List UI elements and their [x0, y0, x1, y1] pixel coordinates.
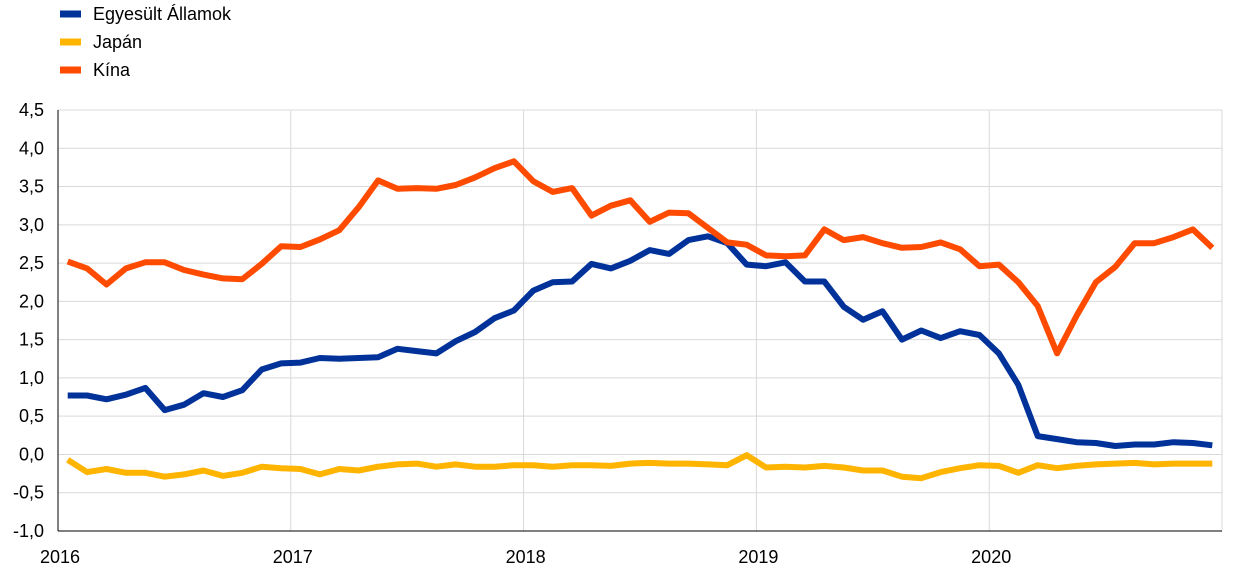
series-line-2: [66, 158, 1215, 357]
series-line-0: [67, 233, 1213, 449]
y-tick-label: 1,0: [19, 368, 44, 388]
x-axis: 2016 2017 2018 2019 2020: [40, 530, 1222, 567]
y-tick-label: 2,0: [19, 291, 44, 311]
y-tick-label: 2,5: [19, 253, 44, 273]
y-tick-label: -1,0: [13, 521, 44, 541]
y-tick-label: 0,5: [19, 406, 44, 426]
x-tick-label: 2018: [506, 547, 546, 567]
x-tick-label: 2016: [40, 547, 80, 567]
y-tick-label: 4,0: [19, 138, 44, 158]
x-tick-label: 2017: [273, 547, 313, 567]
y-tick-label: 1,5: [19, 330, 44, 350]
x-tick-label: 2019: [738, 547, 778, 567]
y-tick-label: 3,0: [19, 215, 44, 235]
legend-label-1: Japán: [93, 32, 142, 52]
series-line-1: [66, 452, 1213, 482]
y-tick-label: 0,0: [19, 444, 44, 464]
y-tick-label: -0,5: [13, 483, 44, 503]
y-tick-label: 3,5: [19, 177, 44, 197]
legend-label-0: Egyesült Államok: [93, 4, 232, 24]
x-tick-label: 2020: [971, 547, 1011, 567]
legend-label-2: Kína: [93, 60, 131, 80]
gridlines: [57, 109, 1223, 532]
series-lines: [66, 158, 1215, 482]
y-tick-label: 4,5: [19, 100, 44, 120]
y-axis: -1,0 -0,5 0,0 0,5 1,0 1,5 2,0 2,5 3,0 3,5 4,0 4,5: [13, 100, 59, 541]
legend: Egyesült Államok Japán Kína: [60, 4, 232, 80]
